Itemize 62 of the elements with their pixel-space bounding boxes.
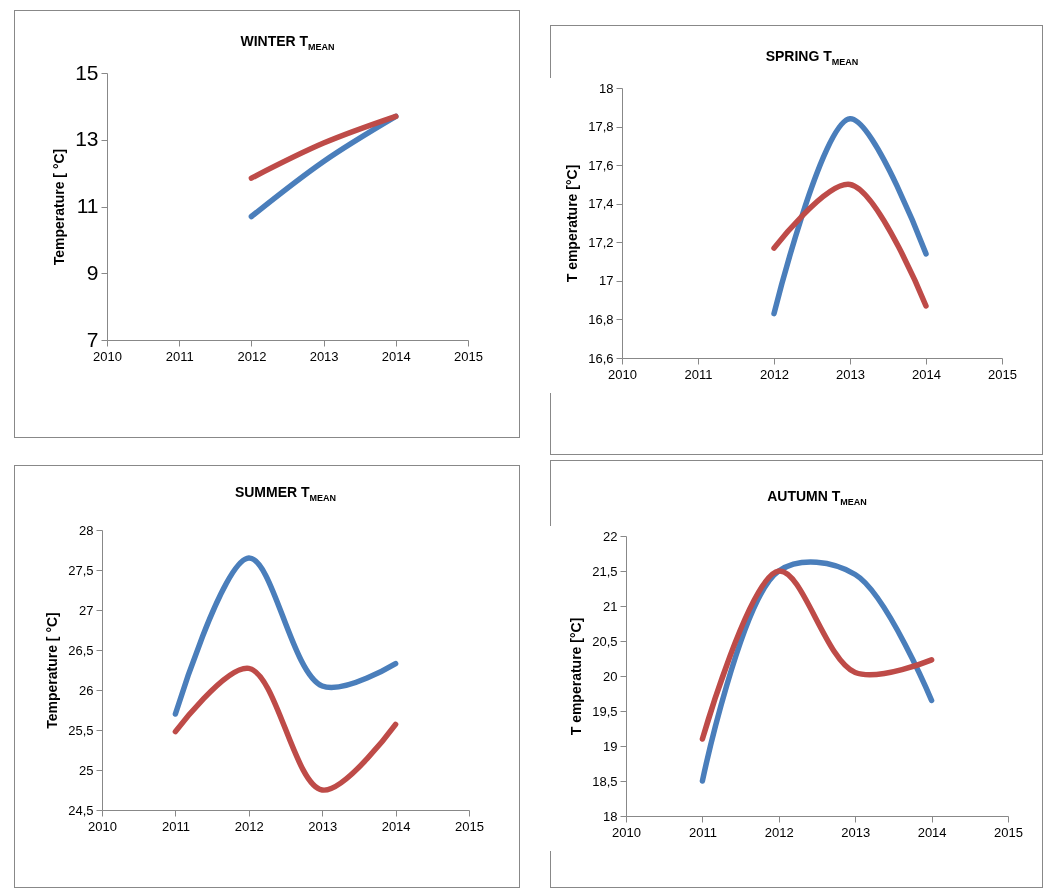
y-axis-title: Temperature [ °C]: [44, 612, 61, 729]
y-tick-label: 27: [79, 602, 94, 618]
y-tick-label: 16,6: [588, 350, 614, 366]
y-tick-label: 25: [79, 762, 94, 778]
y-tick-label: 17,6: [588, 157, 614, 173]
y-tick-label: 16,8: [588, 311, 614, 327]
x-tick-label: 2010: [93, 348, 122, 364]
y-tick-label: 18: [603, 808, 618, 824]
y-tick-label: 25,5: [68, 722, 94, 738]
x-tick-label: 2014: [912, 366, 941, 382]
x-tick-label: 2012: [237, 348, 267, 364]
y-tick-label: 18: [599, 80, 614, 96]
x-tick-label: 2015: [994, 824, 1023, 840]
y-tick-label: 27,5: [68, 562, 94, 578]
y-tick-label: 22: [603, 528, 618, 544]
y-tick-label: 26,5: [68, 642, 94, 658]
y-tick-label: 21: [603, 598, 618, 614]
y-tick-label: 20,5: [592, 633, 618, 649]
y-tick-label: 18,5: [592, 773, 618, 789]
y-tick-label: 9: [86, 260, 99, 284]
x-tick-label: 2014: [381, 348, 411, 364]
y-tick-label: 7: [86, 327, 99, 351]
x-tick-label: 2012: [234, 818, 264, 834]
x-tick-label: 2013: [841, 824, 871, 840]
x-tick-label: 2015: [455, 818, 484, 834]
y-tick-label: 19,5: [592, 703, 618, 719]
y-tick-label: 21,5: [592, 563, 618, 579]
chart-title: SUMMER T$_{MEAN}$: [233, 484, 338, 503]
x-tick-label: 2015: [988, 366, 1017, 382]
y-axis-title: T emperature [°C]: [564, 164, 581, 283]
y-tick-label: 13: [75, 127, 99, 151]
x-tick-label: 2011: [165, 348, 194, 364]
chart-title: AUTUMN T$_{MEAN}$: [766, 488, 868, 507]
chart-title: SPRING T$_{MEAN}$: [764, 48, 860, 67]
x-tick-label: 2015: [454, 348, 483, 364]
x-tick-label: 2012: [764, 824, 794, 840]
x-tick-label: 2011: [684, 366, 713, 382]
x-tick-label: 2012: [760, 366, 789, 382]
x-tick-label: 2011: [161, 818, 190, 834]
y-tick-label: 17,2: [588, 234, 614, 250]
x-tick-label: 2010: [612, 824, 641, 840]
y-tick-label: 15: [75, 60, 99, 84]
y-tick-label: 19: [603, 738, 618, 754]
x-tick-label: 2014: [917, 824, 947, 840]
y-tick-label: 17,4: [588, 196, 614, 212]
y-tick-label: 24,5: [68, 802, 94, 818]
y-tick-label: 17,8: [588, 119, 614, 135]
x-tick-label: 2010: [88, 818, 117, 834]
x-tick-label: 2010: [608, 366, 637, 382]
y-tick-label: 26: [79, 682, 94, 698]
x-tick-label: 2014: [381, 818, 411, 834]
y-tick-label: 11: [76, 194, 99, 217]
x-tick-label: 2013: [309, 348, 339, 364]
y-axis-title: T emperature [°C]: [568, 617, 585, 736]
y-tick-label: 17: [599, 273, 614, 289]
chart-title: WINTER T$_{MEAN}$: [239, 33, 336, 52]
y-tick-label: 28: [79, 522, 94, 538]
x-tick-label: 2011: [688, 824, 717, 840]
y-axis-title: Temperature [ °C]: [51, 148, 68, 266]
x-tick-label: 2013: [308, 818, 338, 834]
x-tick-label: 2013: [836, 366, 865, 382]
y-tick-label: 20: [603, 668, 618, 684]
